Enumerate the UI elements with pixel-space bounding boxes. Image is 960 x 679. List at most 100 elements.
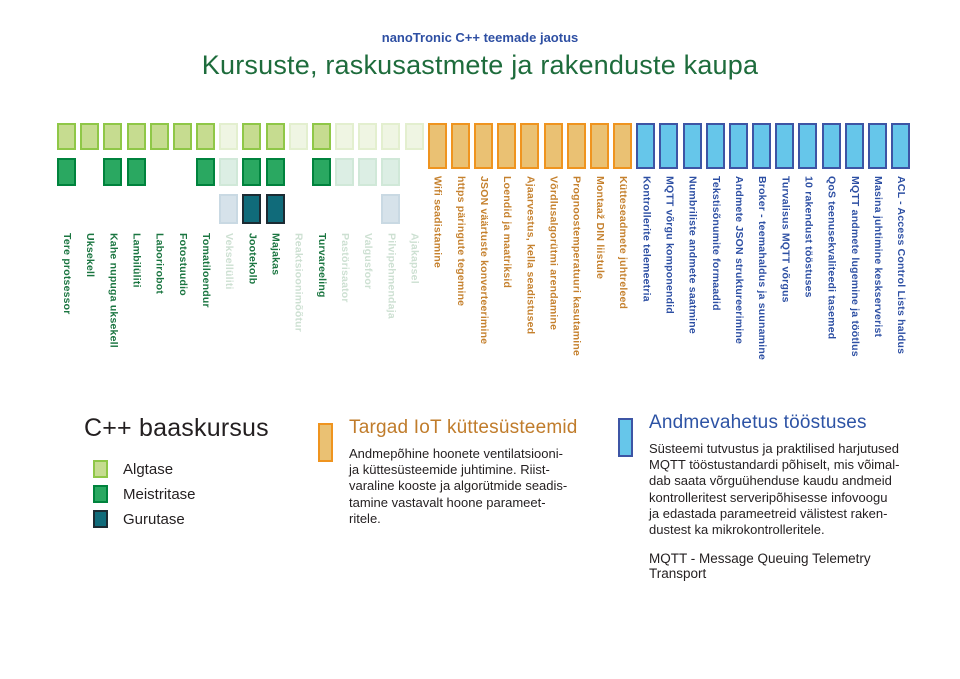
column-label: Reaktsioonimõõtur [292,233,305,333]
column-label: Loendid ja maatriksid [501,176,514,289]
column-label: Tomatiloendur [200,233,212,308]
algtase-level-square [57,123,76,150]
orange-topic-bar [566,123,586,169]
blue-topic-bar [844,123,864,169]
column-label: Andmete JSON struktureerimine [732,176,745,345]
blue-topic-bar [752,123,772,169]
blue-topic-bar [891,123,911,169]
column-label: Võrdlusalgorütmi arendamine [547,176,560,331]
algtase-level-square [265,123,285,150]
orange-topic-bar [613,123,633,169]
algtase-level-square [358,123,378,150]
mqtt-block-title: Andmevahetus tööstuses [649,412,867,433]
legend-item-gurutase: Gurutase [93,510,269,528]
gurutase-level-square [265,194,285,224]
algtase-level-square [80,123,100,150]
column-label: MQTT võrgu komponendid [663,176,676,314]
column-label: Kütteseadmete juhtreleed [617,176,630,310]
orange-topic-bar [543,123,563,169]
iot-block-body: Andmepõhine hoonete ventilatsiooni- ja k… [349,446,568,526]
column-label: Tekstisõnumite formaadid [709,176,722,311]
blue-topic-bar [798,123,818,169]
algtase-level-square [288,123,308,150]
column-label: https päringute tegemine [454,176,467,307]
meistritase-level-square [381,158,401,186]
orange-topic-bar [520,123,540,169]
meistritase-level-square [242,158,262,186]
column-label: Majakas [269,233,282,276]
orange-topic-bar [474,123,494,169]
algtase-level-square [404,123,424,150]
column-label: Ajaarvestus, kella seadistused [524,176,537,335]
column-label: ACL - Access Control Lists haldus [895,176,908,355]
gurutase-level-square [219,194,239,224]
column-label: Montaaž DIN liistule [593,176,606,280]
meistritase-level-square [265,158,285,186]
legend-basics: C++ baaskursus Algtase Meistritase Gurut… [84,414,269,528]
legend-item-meistritase: Meistritase [93,485,269,503]
gurutase-level-square [381,194,401,224]
orange-topic-bar [589,123,609,169]
legend-title: C++ baaskursus [84,414,269,442]
meistritase-level-square [57,158,76,186]
column-label: QoS teenusekvaliteedi tasemed [825,176,838,340]
algtase-level-square [242,123,262,150]
algtase-level-square [219,123,239,150]
column-label: Broker - teemahaldus ja suunamine [756,176,769,360]
column-label: Veksellüliti [223,233,236,290]
meistritase-level-square [335,158,354,186]
subtitle: nanoTronic C++ teemade jaotus [381,30,579,45]
iot-block: Targad IoT küttesüsteemid Andmepõhine ho… [318,417,586,527]
algtase-level-square [126,123,146,150]
blue-topic-bar [728,123,748,169]
algtase-level-square [381,123,401,150]
algtase-swatch [93,460,108,478]
column-label: Kontrollerite telemeetria [640,176,653,302]
column-label: Pastörisaator [339,233,351,303]
orange-topic-bar [427,123,447,169]
column-label: Uksekell [84,233,97,278]
meistritase-level-square [126,158,146,186]
meistritase-level-square [103,158,123,186]
legend-label: Meistritase [123,485,196,503]
orange-topic-bar [497,123,517,169]
column-label: Turvalisus MQTT võrgus [779,176,792,303]
column-label: Laborirobot [153,233,166,295]
meistritase-level-square [358,158,378,186]
legend-item-algtase: Algtase [93,460,269,478]
column-label: Prognoostemperatuuri kasutamine [570,176,583,357]
column-label: JSON väärtuste konverteerimine [478,176,491,345]
mqtt-footnote: MQTT - Message Queuing Telemetry Transpo… [649,551,871,582]
gurutase-swatch [93,510,108,528]
legend-label: Algtase [123,460,174,478]
column-label: Ajakapsel [408,233,421,284]
algtase-level-square [335,123,354,150]
column-label: Pilvipehmendaja [385,233,398,319]
blue-topic-bar [705,123,725,169]
legend-label: Gurutase [123,510,185,528]
blue-topic-bar [821,123,841,169]
column-label: Wifi seadistamine [431,176,444,268]
column-label: Fotostuudio [176,233,189,296]
blue-topic-bar [868,123,887,169]
meistritase-level-square [311,158,331,186]
algtase-level-square [149,123,169,150]
blue-topic-bar [682,123,702,169]
column-label: Tere protsessor [61,233,73,315]
gurutase-level-square [242,194,262,224]
column-label: Turvareeling [315,233,328,298]
meistritase-level-square [219,158,239,186]
blue-topic-bar [659,123,679,169]
page-title: Kursuste, raskusastmete ja rakenduste ka… [201,50,759,80]
iot-block-title: Targad IoT küttesüsteemid [349,417,578,438]
column-label: Masina juhtimine keskserverist [872,176,884,338]
column-label: Lambilüliti [130,233,143,288]
column-label: Valgusfoor [362,233,375,290]
algtase-level-square [311,123,331,150]
column-label: MQTT andmete lugemine ja töötlus [848,176,861,357]
blue-swatch [618,418,633,457]
legend-items: Algtase Meistritase Gurutase [93,460,269,528]
orange-topic-bar [450,123,470,169]
algtase-level-square [196,123,215,150]
